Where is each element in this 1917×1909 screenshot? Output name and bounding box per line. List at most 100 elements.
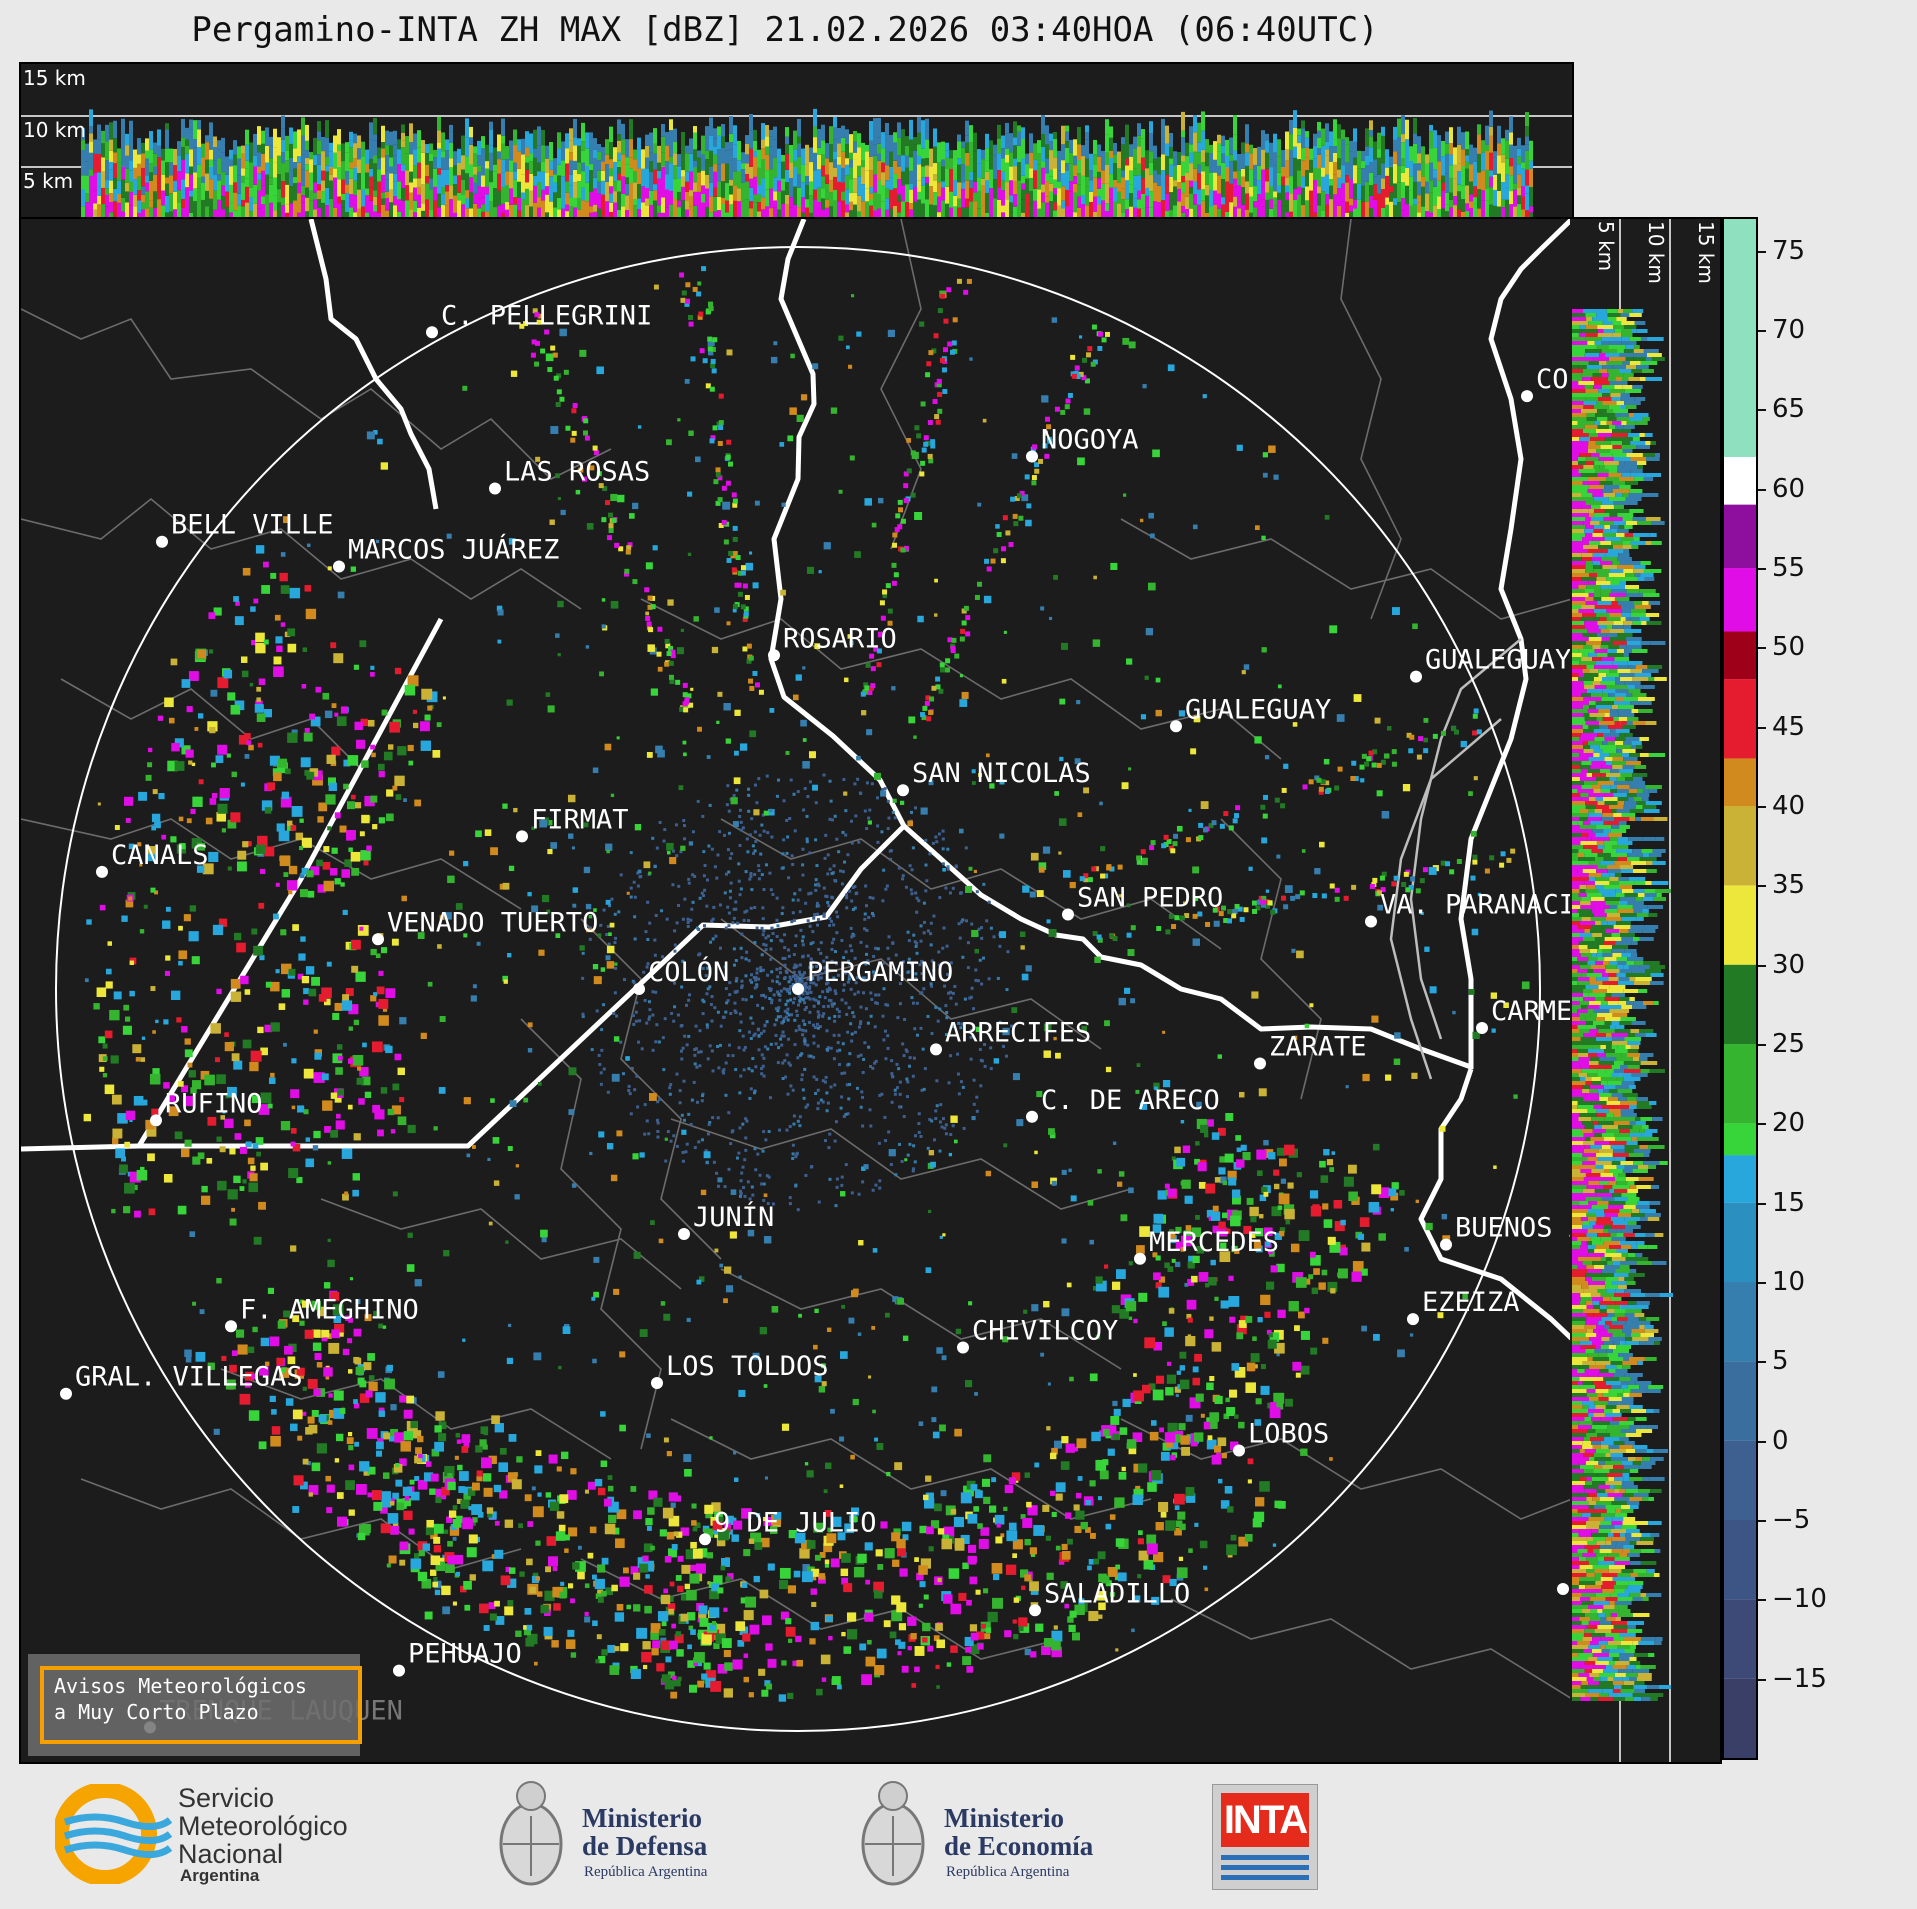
echo-pixel (902, 1114, 906, 1118)
echo-pixel (871, 1188, 875, 1192)
profile-cell (873, 144, 877, 156)
profile-cell (1137, 208, 1141, 219)
echo-pixel (666, 439, 672, 446)
echo-pixel (760, 1182, 764, 1186)
profile-cell (841, 182, 845, 192)
profile-cell (561, 208, 565, 219)
echo-pixel (701, 1094, 705, 1098)
echo-pixel (854, 981, 858, 985)
profile-cell (1089, 201, 1093, 219)
echo-pixel (816, 975, 820, 979)
echo-pixel (922, 976, 926, 980)
profile-cell (585, 182, 589, 202)
echo-pixel (828, 1177, 832, 1181)
profile-cell (861, 184, 865, 202)
radar-map-panel[interactable]: C. PELLEGRINI LAS ROSAS NOGOYA BELL VILLE MA… (19, 217, 1574, 1764)
profile-cell (1125, 124, 1129, 141)
profile-cell (293, 148, 297, 163)
profile-cell (1277, 192, 1281, 200)
profile-cell (1169, 210, 1173, 219)
profile-cell (621, 168, 625, 177)
echo-pixel (755, 682, 761, 688)
echo-pixel (575, 489, 581, 495)
echo-pixel (906, 930, 910, 934)
profile-cell (477, 165, 481, 172)
echo-pixel (1179, 1523, 1186, 1531)
profile-cell (485, 144, 489, 162)
echo-pixel (882, 589, 888, 595)
echo-pixel (798, 973, 802, 977)
profile-cell (981, 159, 985, 179)
echo-pixel (749, 685, 755, 691)
echo-pixel (438, 1087, 446, 1094)
profile-cell (181, 118, 185, 138)
profile-cell (1297, 170, 1301, 187)
profile-cell (461, 135, 465, 156)
echo-pixel (327, 1259, 335, 1268)
echo-pixel (760, 823, 764, 827)
echo-pixel (1261, 837, 1268, 844)
echo-pixel (762, 1130, 766, 1134)
profile-cell (305, 211, 309, 219)
echo-pixel (1323, 758, 1330, 765)
profile-cell (961, 188, 965, 208)
echo-pixel (334, 1095, 342, 1103)
echo-pixel (661, 1036, 665, 1040)
echo-pixel (754, 978, 758, 982)
profile-cell (1025, 153, 1029, 165)
echo-pixel (795, 1014, 799, 1018)
profile-cell (289, 186, 293, 204)
echo-pixel (933, 333, 939, 339)
echo-pixel (819, 972, 823, 976)
echo-pixel (828, 779, 832, 783)
profile-cell (125, 133, 129, 146)
profile-cell (233, 210, 237, 219)
profile-cell (769, 136, 773, 147)
echo-pixel (734, 1011, 738, 1015)
profile-cell (169, 193, 173, 212)
echo-pixel (733, 1009, 737, 1013)
echo-pixel (725, 1285, 734, 1293)
echo-pixel (713, 479, 719, 485)
profile-cell (749, 208, 753, 219)
echo-pixel (1058, 818, 1067, 826)
profile-cell (621, 206, 625, 219)
echo-pixel (601, 598, 606, 602)
echo-pixel (1128, 1316, 1133, 1321)
profile-cell (1497, 125, 1501, 144)
profile-cell (205, 206, 209, 219)
profile-cell (1489, 176, 1493, 188)
echo-pixel (989, 1067, 993, 1071)
echo-pixel (1098, 1614, 1103, 1619)
profile-cell (177, 155, 181, 172)
echo-pixel (290, 1245, 297, 1252)
echo-pixel (928, 458, 934, 464)
profile-cell (497, 190, 501, 206)
profile-cell (545, 212, 549, 219)
profile-cell (121, 136, 125, 149)
echo-pixel (760, 953, 764, 957)
echo-pixel (755, 801, 759, 805)
echo-pixel (794, 1155, 798, 1159)
profile-cell (1057, 181, 1061, 189)
echo-pixel (633, 915, 637, 919)
profile-cell (765, 136, 769, 147)
profile-cell (1333, 174, 1337, 195)
echo-pixel (1048, 1128, 1055, 1135)
echo-pixel (951, 991, 955, 995)
echo-pixel (931, 841, 935, 845)
echo-pixel (687, 877, 691, 881)
echo-pixel (1188, 1255, 1195, 1263)
echo-pixel (954, 1002, 958, 1006)
profile-cell (925, 131, 929, 140)
echo-pixel (915, 941, 919, 945)
profile-cell (1097, 156, 1101, 172)
profile-cell (1273, 205, 1277, 219)
echo-pixel (811, 1023, 815, 1027)
profile-cell (269, 202, 273, 219)
echo-pixel (781, 1061, 785, 1065)
profile-cell (633, 205, 637, 219)
echo-pixel (918, 1421, 924, 1427)
echo-pixel (643, 861, 650, 868)
